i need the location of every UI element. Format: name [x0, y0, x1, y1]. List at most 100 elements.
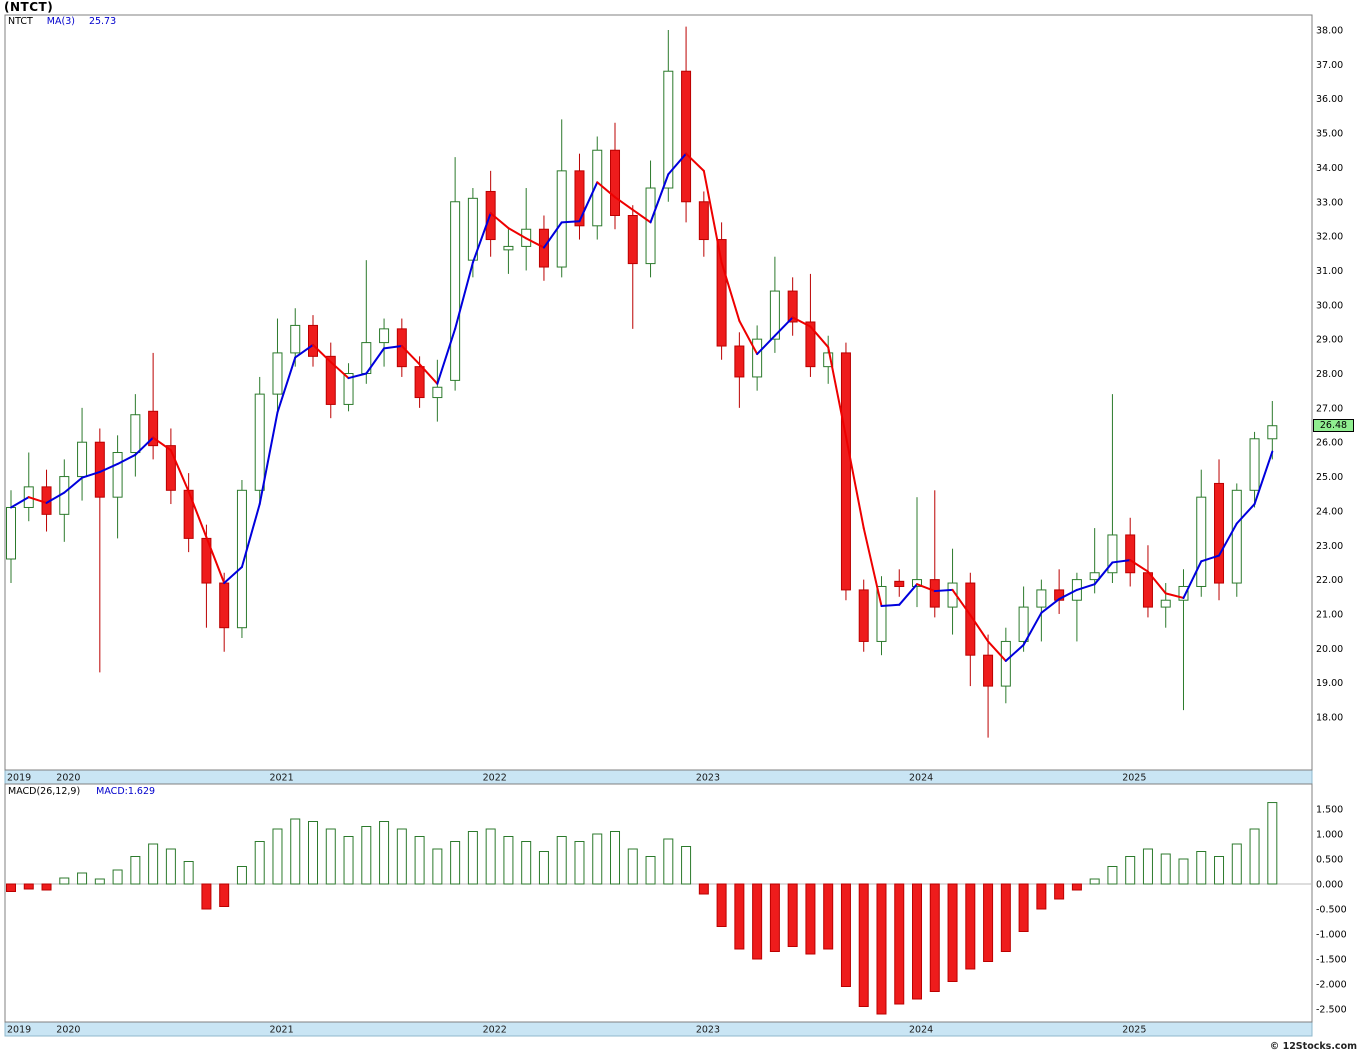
price-axis-label: 36.00 — [1316, 94, 1343, 105]
ma3-segment — [756, 334, 776, 356]
ma3-segment — [844, 435, 865, 530]
macd-bar-positive — [254, 841, 265, 885]
candle-up — [752, 338, 763, 378]
candle-up — [343, 373, 354, 405]
price-axis-label: 33.00 — [1316, 197, 1343, 208]
ma3-segment — [205, 536, 226, 585]
macd-bar-positive — [379, 821, 390, 885]
ma3-segment — [1040, 598, 1061, 614]
candle-up — [1160, 599, 1171, 608]
ma3-segment — [969, 614, 990, 643]
candle-up — [6, 506, 16, 560]
macd-bar-negative — [698, 883, 709, 895]
macd-bar-positive — [94, 878, 105, 885]
macd-axis-label: 1.000 — [1316, 830, 1343, 841]
macd-axis-label: -1.500 — [1316, 955, 1347, 966]
ma3-segment — [933, 588, 954, 593]
year-label: 2024 — [909, 773, 933, 784]
macd-bar-positive — [183, 861, 194, 885]
main-chart-legend: NTCT MA(3) 25.73 — [8, 16, 116, 27]
ma3-segment — [454, 261, 474, 330]
macd-bar-negative — [805, 883, 816, 955]
candle-up — [290, 324, 301, 354]
symbol-label: NTCT — [8, 16, 33, 27]
candle-up — [254, 393, 265, 491]
ma3-segment — [223, 566, 243, 585]
macd-bar-positive — [485, 828, 496, 885]
main-plot-border — [4, 14, 1313, 771]
ma3-segment — [312, 343, 332, 364]
candle-down — [574, 170, 585, 227]
ma3-segment — [1093, 561, 1114, 586]
candle-up — [1018, 606, 1029, 642]
candle-down — [929, 579, 940, 608]
candle-down — [734, 345, 745, 378]
macd-bar-positive — [308, 821, 319, 885]
ma3-segment — [578, 181, 599, 223]
candle-down — [716, 239, 727, 347]
ma3-segment — [1004, 643, 1025, 662]
macd-bar-negative — [965, 883, 976, 970]
price-axis-label: 20.00 — [1316, 644, 1343, 655]
candle-down — [414, 366, 425, 399]
macd-bar-positive — [1089, 878, 1100, 885]
ma3-segment — [169, 449, 190, 493]
candle-down — [894, 580, 905, 587]
year-label: 2023 — [696, 773, 720, 784]
year-label: 2020 — [56, 1025, 80, 1036]
ma3-segment — [1129, 559, 1149, 573]
ma3-segment — [45, 491, 66, 504]
candle-up — [1036, 589, 1047, 608]
ma3-segment — [1022, 611, 1043, 646]
macd-axis-label: -2.500 — [1316, 1005, 1347, 1016]
candle-up — [1107, 534, 1118, 574]
price-axis-label: 25.00 — [1316, 472, 1343, 483]
candle-up — [1267, 425, 1278, 440]
ma3-segment — [916, 583, 936, 593]
ma-indicator-label: MA(3) — [46, 16, 75, 27]
candle-down — [858, 589, 869, 642]
ma3-segment — [720, 261, 741, 322]
ma3-segment — [702, 169, 723, 264]
ma3-segment — [1146, 570, 1167, 595]
ma3-segment — [596, 181, 617, 199]
ma3-segment — [294, 343, 315, 359]
macd-bar-negative — [929, 883, 940, 992]
macd-bar-positive — [467, 831, 478, 885]
x-axis-strip-macd — [4, 1021, 1313, 1037]
macd-bar-negative — [6, 883, 16, 892]
macd-bar-positive — [414, 836, 425, 885]
ma3-segment — [631, 208, 652, 224]
price-axis-label: 35.00 — [1316, 129, 1343, 140]
year-label: 2021 — [269, 773, 293, 784]
candle-up — [823, 352, 834, 368]
ma3-segment — [542, 221, 563, 249]
ma3-segment — [436, 327, 457, 385]
candle-up — [236, 489, 247, 629]
ma3-segment — [614, 196, 634, 211]
macd-bar-positive — [574, 841, 585, 885]
macd-bar-positive — [1196, 851, 1207, 885]
x-axis-strip-main — [4, 769, 1313, 785]
macd-bar-negative — [752, 883, 763, 960]
year-label: 2019 — [7, 773, 31, 784]
macd-axis-label: 0.000 — [1316, 880, 1343, 891]
macd-bar-positive — [538, 851, 549, 885]
candle-down — [840, 352, 851, 591]
year-label: 2023 — [696, 1025, 720, 1036]
candle-up — [645, 187, 656, 265]
macd-bar-negative — [823, 883, 834, 950]
ma3-segment — [258, 411, 279, 506]
ma3-segment — [667, 152, 688, 176]
ma3-segment — [987, 640, 1007, 662]
ma3-segment — [1200, 554, 1221, 563]
ma3-segment — [400, 345, 421, 366]
candle-down — [627, 215, 638, 265]
macd-bar-negative — [1036, 883, 1047, 910]
candle-up — [77, 441, 88, 478]
ma3-segment — [347, 372, 368, 380]
ma3-segment — [418, 363, 439, 385]
year-label: 2019 — [7, 1025, 31, 1036]
watermark: © 12Stocks.com — [1269, 1041, 1357, 1052]
